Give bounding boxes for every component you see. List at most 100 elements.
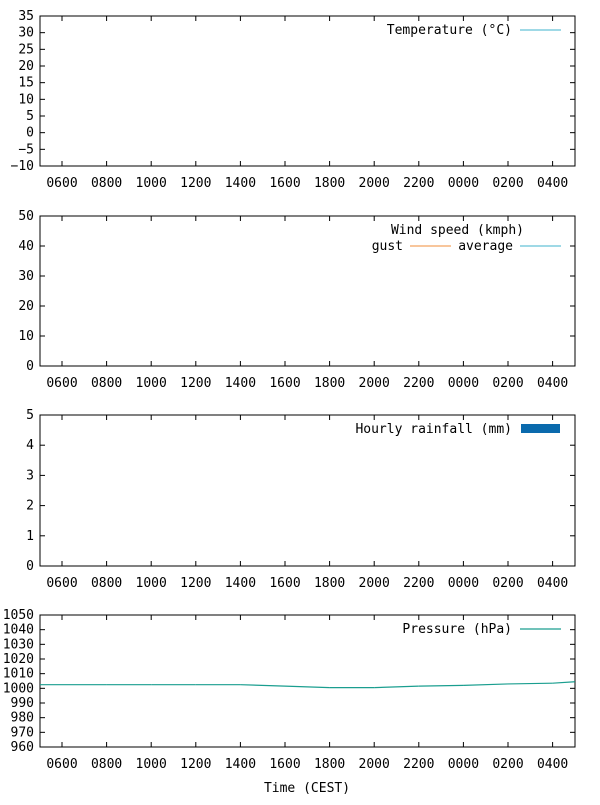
legend-title: Wind speed (kmph) [391, 223, 524, 238]
y-tick-label: 1050 [3, 608, 34, 623]
pressure-line-segment [507, 682, 553, 685]
x-tick-label: 2200 [403, 376, 434, 391]
x-tick-label: 1200 [180, 176, 211, 191]
x-tick-label: 0000 [448, 576, 479, 591]
x-tick-label: 1400 [225, 757, 256, 772]
pressure-line-segment [418, 684, 464, 687]
y-tick-label: 1 [26, 529, 34, 544]
x-tick-label: 1800 [314, 757, 345, 772]
y-tick-label: −10 [11, 159, 34, 174]
y-tick-label: 990 [11, 696, 34, 711]
x-tick-label: 2000 [359, 376, 390, 391]
y-tick-label: 1000 [3, 681, 34, 696]
pressure-line-segment [374, 685, 419, 689]
x-tick-label: 0000 [448, 376, 479, 391]
y-tick-label: 50 [18, 209, 34, 224]
x-tick-label: 0000 [448, 757, 479, 772]
x-tick-label: 0800 [91, 576, 122, 591]
x-tick-label: 2000 [359, 176, 390, 191]
x-tick-label: 1400 [225, 376, 256, 391]
plot-frame [39, 614, 576, 748]
x-tick-label: 0800 [91, 757, 122, 772]
x-tick-label: 0200 [492, 176, 523, 191]
plot-frame [39, 15, 576, 167]
x-tick-label: 0800 [91, 176, 122, 191]
y-tick-label: 30 [18, 26, 34, 41]
y-tick-label: 1030 [3, 637, 34, 652]
x-tick-label: 0400 [537, 576, 568, 591]
x-tick-label: 0200 [492, 376, 523, 391]
x-tick-label: 1000 [136, 576, 167, 591]
x-tick-label: 1400 [225, 576, 256, 591]
legend-swatch [521, 424, 560, 433]
x-axis-label: Time (CEST) [264, 781, 350, 796]
x-tick-label: 2000 [359, 757, 390, 772]
legend-label: Hourly rainfall (mm) [355, 422, 512, 437]
x-tick-label: 0200 [492, 576, 523, 591]
y-tick-label: 980 [11, 711, 34, 726]
x-tick-label: 0000 [448, 176, 479, 191]
y-tick-label: 35 [18, 9, 34, 24]
x-tick-label: 0400 [537, 757, 568, 772]
y-tick-label: 1020 [3, 652, 34, 667]
x-tick-label: 1000 [136, 757, 167, 772]
x-tick-label: 2200 [403, 757, 434, 772]
y-tick-label: 5 [26, 408, 34, 423]
x-tick-label: 1200 [180, 576, 211, 591]
y-tick-label: 4 [26, 438, 34, 453]
y-tick-label: 970 [11, 725, 34, 740]
y-tick-label: 10 [18, 329, 34, 344]
y-tick-label: 2 [26, 499, 34, 514]
legend-label: Temperature (°C) [387, 23, 512, 38]
pressure-line-segment [284, 685, 330, 689]
x-tick-label: 1800 [314, 576, 345, 591]
x-tick-label: 0600 [46, 757, 77, 772]
y-tick-label: −5 [18, 142, 34, 157]
x-tick-label: 0600 [46, 576, 77, 591]
y-tick-label: 15 [18, 76, 34, 91]
x-tick-label: 1800 [314, 376, 345, 391]
x-tick-label: 0200 [492, 757, 523, 772]
y-tick-label: 20 [18, 59, 34, 74]
x-tick-label: 2000 [359, 576, 390, 591]
y-tick-label: 10 [18, 92, 34, 107]
y-tick-label: 1040 [3, 623, 34, 638]
x-tick-label: 0800 [91, 376, 122, 391]
x-tick-label: 1600 [269, 576, 300, 591]
x-tick-label: 1200 [180, 757, 211, 772]
x-tick-label: 1600 [269, 376, 300, 391]
y-tick-label: 5 [26, 109, 34, 124]
y-tick-label: 0 [26, 559, 34, 574]
x-tick-label: 1000 [136, 376, 167, 391]
x-tick-label: 1600 [269, 757, 300, 772]
legend-label: Pressure (hPa) [402, 622, 512, 637]
y-tick-label: 960 [11, 740, 34, 755]
x-tick-label: 1800 [314, 176, 345, 191]
x-tick-label: 2200 [403, 576, 434, 591]
pressure-line-segment [240, 684, 286, 687]
y-tick-label: 3 [26, 468, 34, 483]
y-tick-label: 0 [26, 126, 34, 141]
plot-frame [39, 215, 576, 367]
x-tick-label: 1600 [269, 176, 300, 191]
legend-label: average [458, 239, 513, 254]
pressure-line-segment [463, 683, 509, 686]
legend-label: gust [372, 239, 403, 254]
y-tick-label: 25 [18, 42, 34, 57]
y-tick-label: 40 [18, 239, 34, 254]
y-tick-label: 30 [18, 269, 34, 284]
y-tick-label: 20 [18, 299, 34, 314]
x-tick-label: 0400 [537, 176, 568, 191]
x-tick-label: 1000 [136, 176, 167, 191]
x-tick-label: 0400 [537, 376, 568, 391]
plot-frame [39, 414, 576, 567]
y-tick-label: 0 [26, 359, 34, 374]
x-tick-label: 1200 [180, 376, 211, 391]
x-tick-label: 2200 [403, 176, 434, 191]
x-tick-label: 0600 [46, 376, 77, 391]
pressure-line-segment [552, 681, 575, 684]
y-tick-label: 1010 [3, 667, 34, 682]
x-tick-label: 0600 [46, 176, 77, 191]
